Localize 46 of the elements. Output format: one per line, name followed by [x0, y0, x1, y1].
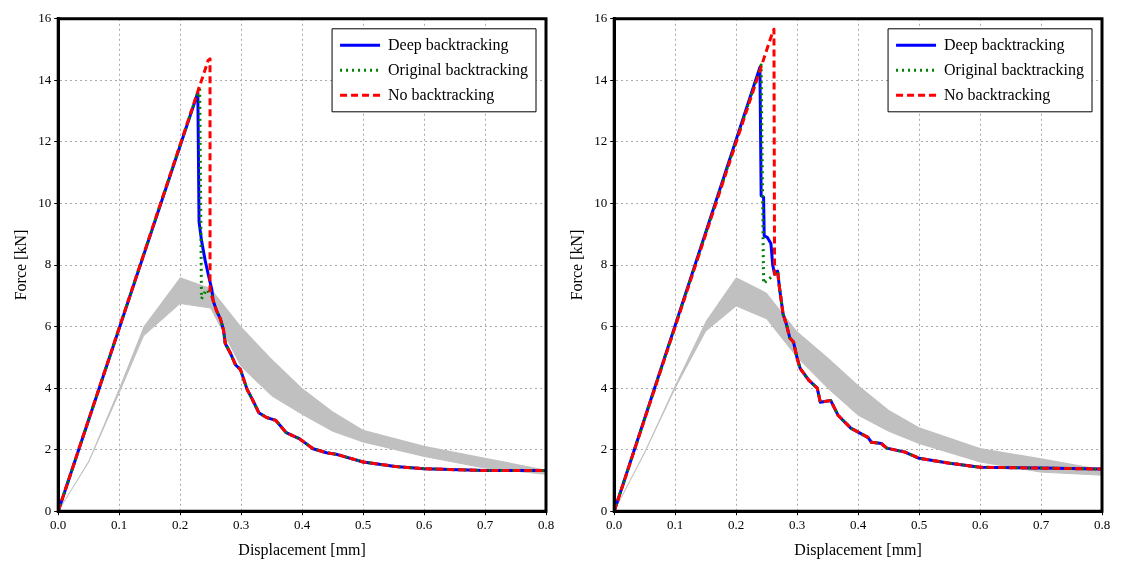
x-tick-label: 0.8 [1093, 517, 1111, 533]
y-tick-label: 10 [38, 194, 52, 210]
y-axis-title: Force [kN] [11, 229, 29, 301]
y-tick-label: 12 [38, 133, 52, 149]
x-tick-label: 0.0 [606, 517, 623, 533]
x-tick-label: 0.0 [50, 517, 67, 533]
legend-label: Original backtracking [388, 60, 529, 79]
x-tick-label: 0.6 [971, 517, 989, 533]
x-tick-label: 0.7 [1032, 517, 1050, 533]
x-tick-label: 0.1 [667, 517, 684, 533]
x-tick-label: 0.2 [172, 517, 189, 533]
y-tick-label: 2 [600, 441, 608, 457]
y-tick-label: 2 [44, 441, 52, 457]
y-tick-label: 8 [44, 256, 52, 272]
legend-label: No backtracking [388, 85, 495, 104]
y-axis-title: Force [kN] [567, 229, 585, 301]
y-tick-label: 8 [600, 256, 608, 272]
legend-label: Deep backtracking [944, 35, 1065, 54]
x-tick-label: 0.7 [476, 517, 494, 533]
y-tick-label: 12 [594, 133, 608, 149]
y-tick-label: 6 [600, 317, 608, 333]
x-tick-label: 0.4 [849, 517, 867, 533]
y-tick-label: 10 [594, 194, 608, 210]
y-tick-label: 6 [44, 317, 52, 333]
y-tick-label: 4 [44, 379, 52, 395]
x-tick-label: 0.5 [354, 517, 372, 533]
x-tick-label: 0.1 [111, 517, 128, 533]
legend-label: Deep backtracking [388, 35, 509, 54]
y-tick-label: 16 [38, 10, 52, 26]
y-tick-label: 4 [600, 379, 608, 395]
y-tick-label: 16 [594, 10, 608, 26]
x-tick-label: 0.3 [789, 517, 806, 533]
y-tick-label: 0 [600, 502, 608, 518]
x-tick-label: 0.4 [293, 517, 311, 533]
y-tick-label: 14 [594, 71, 608, 87]
legend-label: Original backtracking [944, 60, 1085, 79]
legend-label: No backtracking [944, 85, 1051, 104]
y-tick-label: 14 [38, 71, 52, 87]
x-tick-label: 0.8 [537, 517, 555, 533]
x-axis-title: Displacement [mm] [238, 540, 366, 559]
x-tick-label: 0.6 [415, 517, 433, 533]
y-tick-label: 0 [44, 502, 52, 518]
x-tick-label: 0.2 [728, 517, 745, 533]
x-tick-label: 0.5 [910, 517, 928, 533]
x-axis-title: Displacement [mm] [794, 540, 922, 559]
x-tick-label: 0.3 [233, 517, 250, 533]
